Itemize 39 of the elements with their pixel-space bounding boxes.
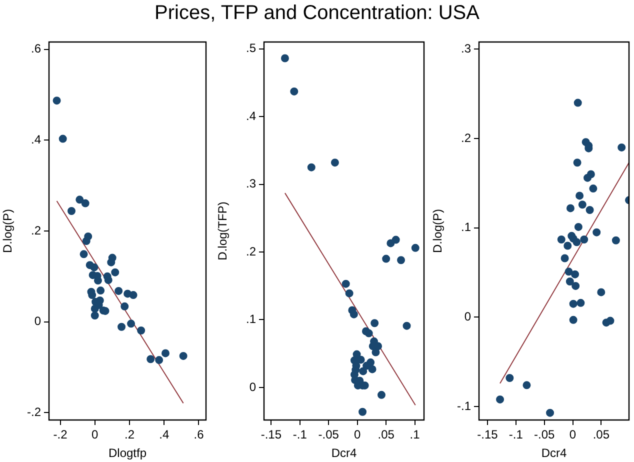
x-tick-label: .05 xyxy=(592,428,610,442)
x-tick-label: -.05 xyxy=(318,428,340,442)
y-tick-label: .2 xyxy=(30,223,42,238)
x-tick-label: .6 xyxy=(194,428,204,442)
x-tick-label: .05 xyxy=(378,428,395,442)
x-tick-label: 0 xyxy=(354,428,362,442)
y-tick-label: .4 xyxy=(246,108,256,123)
x-tick-label: .4 xyxy=(159,428,170,442)
y-axis-title: D.log(P) xyxy=(0,208,15,254)
x-tick-label: -.2 xyxy=(53,428,68,442)
x-axis-title: Dcr4 xyxy=(541,446,567,460)
y-tick-label: .2 xyxy=(460,130,472,145)
x-tick-label: .2 xyxy=(124,428,135,442)
y-tick-label: 0 xyxy=(249,380,256,394)
y-tick-label: .6 xyxy=(30,42,42,56)
x-tick-label: 0 xyxy=(569,428,576,442)
y-tick-label: -.2 xyxy=(26,405,42,420)
y-tick-label: -.1 xyxy=(456,398,472,413)
x-tick-label: .1 xyxy=(410,428,420,442)
y-tick-label: .5 xyxy=(246,41,256,56)
x-tick-label: -.15 xyxy=(477,428,498,442)
x-tick-label: -.15 xyxy=(260,428,282,442)
y-axis-title: D.log(P) xyxy=(430,208,445,254)
x-tick-label: -.05 xyxy=(534,428,555,442)
y-tick-label: .1 xyxy=(246,312,256,326)
y-tick-label: .1 xyxy=(460,220,472,234)
x-axis-title: Dlogtfp xyxy=(108,446,147,460)
y-tick-label: .4 xyxy=(30,132,42,146)
y-tick-label: 0 xyxy=(34,314,42,328)
text: Prices, TFP and Concentration: USA xyxy=(154,2,480,25)
y-tick-label: .3 xyxy=(460,41,472,56)
y-tick-label: .3 xyxy=(246,176,256,191)
y-tick-label: 0 xyxy=(464,310,472,324)
x-tick-label: 0 xyxy=(92,428,99,442)
x-tick-label: -.1 xyxy=(292,428,308,442)
x-axis-title: Dcr4 xyxy=(331,446,357,460)
x-tick-label: -.1 xyxy=(508,428,524,442)
y-tick-label: .2 xyxy=(246,244,256,258)
y-axis-title: D.log(TFP) xyxy=(216,202,230,260)
